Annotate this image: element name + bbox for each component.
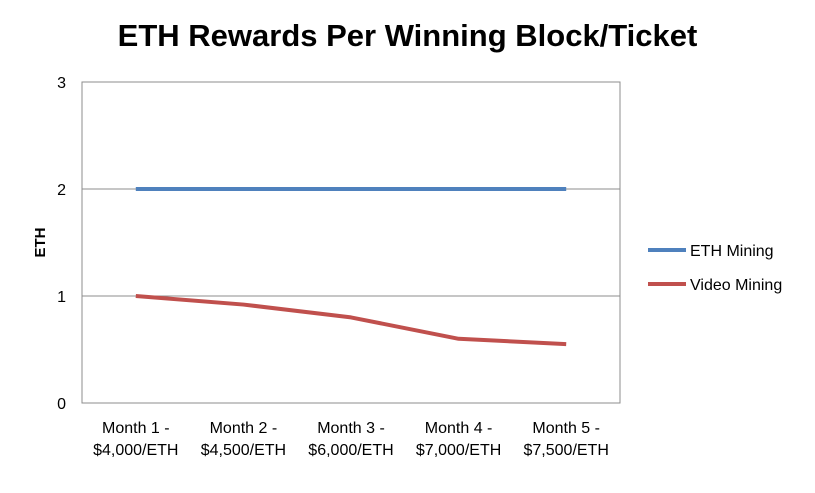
legend-label: Video Mining xyxy=(690,277,782,294)
y-tick-label: 1 xyxy=(57,289,66,306)
y-tick-label: 2 xyxy=(57,182,66,199)
x-tick-label: Month 2 - xyxy=(210,420,278,437)
y-tick-label: 3 xyxy=(57,75,66,92)
y-tick-label: 0 xyxy=(57,396,66,413)
x-tick-label: $4,000/ETH xyxy=(93,442,178,459)
legend-label: ETH Mining xyxy=(690,243,774,260)
x-tick-label: Month 5 - xyxy=(532,420,600,437)
x-tick-label: $6,000/ETH xyxy=(308,442,393,459)
x-tick-label: $4,500/ETH xyxy=(201,442,286,459)
x-tick-label: $7,000/ETH xyxy=(416,442,501,459)
x-tick-label: $7,500/ETH xyxy=(524,442,609,459)
x-tick-label: Month 1 - xyxy=(102,420,170,437)
chart-title: ETH Rewards Per Winning Block/Ticket xyxy=(117,18,698,53)
plot-area-border xyxy=(81,81,621,404)
series-line-video-mining xyxy=(135,294,567,347)
x-tick-label: Month 3 - xyxy=(317,420,385,437)
y-axis-label: ETH xyxy=(32,228,49,258)
x-tick-label: Month 4 - xyxy=(425,420,493,437)
